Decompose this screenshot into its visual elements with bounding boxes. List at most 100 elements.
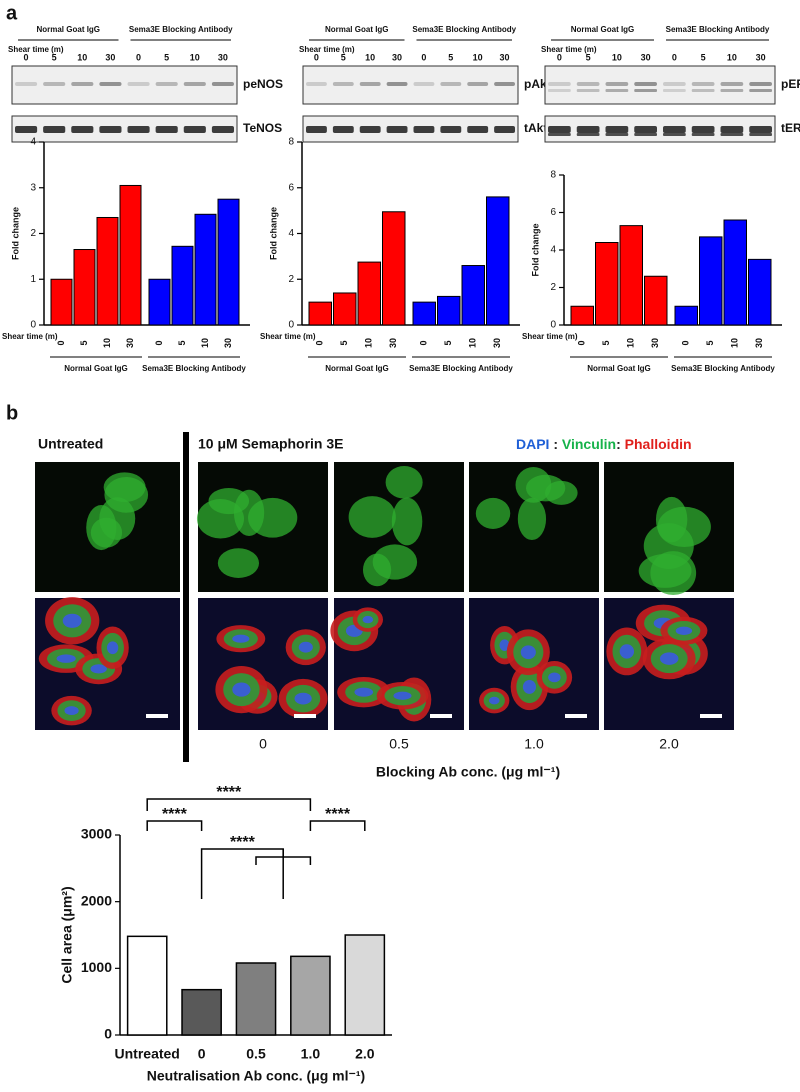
- blot-band: [749, 126, 772, 133]
- blot-band: [359, 126, 381, 133]
- blot-band: [605, 89, 629, 92]
- x-tick-label: 10: [364, 338, 374, 348]
- bar: [217, 198, 240, 326]
- significance-bracket: [309, 820, 366, 831]
- x-tick-label: 0: [681, 340, 691, 345]
- blot-band: [15, 126, 38, 133]
- nucleus: [294, 692, 312, 705]
- y-tick-label: 8: [288, 137, 294, 148]
- bar: [171, 245, 194, 326]
- group-label: Normal Goat IgG: [64, 364, 128, 373]
- blot-band: [663, 126, 686, 133]
- blot: [302, 65, 519, 105]
- group-label: Normal Goat IgG: [36, 25, 100, 34]
- lane-label: 30: [641, 52, 651, 62]
- y-tick-label: 4: [550, 245, 556, 256]
- blot-band: [71, 126, 94, 133]
- blot-band: [155, 126, 178, 133]
- blot-band: [576, 82, 600, 86]
- nucleus: [393, 691, 412, 700]
- blot-band: [720, 126, 744, 133]
- blot-band: [440, 82, 462, 86]
- blot-band: [691, 82, 715, 86]
- bar: [644, 275, 668, 326]
- bar: [181, 988, 222, 1036]
- blot-band: [413, 126, 435, 133]
- blot-band: [43, 82, 66, 86]
- nucleus: [232, 682, 251, 697]
- x-tick-label: 10: [102, 338, 112, 348]
- nucleus: [619, 644, 635, 659]
- lane-label: 5: [448, 52, 453, 62]
- shear-label: Shear time (m): [299, 45, 355, 54]
- y-tick-label: 2000: [81, 892, 112, 908]
- blot-band: [467, 82, 489, 86]
- blot-band: [386, 82, 408, 86]
- blot-band: [43, 126, 66, 133]
- lane-label: 30: [500, 52, 510, 62]
- y-axis-label: Fold change: [10, 207, 20, 260]
- bar: [570, 305, 594, 326]
- lane-label: 5: [341, 52, 346, 62]
- blot-band: [127, 82, 150, 86]
- blot-band: [576, 133, 600, 136]
- bar: [344, 934, 386, 1036]
- significance-bracket: [146, 798, 312, 811]
- significance-bracket: [146, 820, 203, 831]
- nucleus: [675, 626, 693, 636]
- bar: [382, 211, 406, 326]
- significance-label: ****: [216, 784, 242, 801]
- lane-label: 0: [672, 52, 677, 62]
- lane-label: 10: [77, 52, 87, 62]
- x-tick-label: 5: [601, 340, 611, 345]
- blot-band: [663, 133, 686, 136]
- lane-label: 30: [105, 52, 115, 62]
- cell: [517, 497, 547, 541]
- y-tick-label: 4: [30, 137, 36, 148]
- lane-label: 0: [24, 52, 29, 62]
- image-label: Untreated: [38, 436, 103, 452]
- blot-band: [634, 126, 657, 133]
- panel-label: a: [6, 2, 18, 24]
- lane-label: 0: [557, 52, 562, 62]
- blot-band: [576, 89, 600, 92]
- blot-label: pERK1/2: [781, 77, 800, 91]
- x-tick-label: 30: [754, 338, 764, 348]
- divider: [183, 432, 189, 762]
- nucleus: [56, 654, 76, 663]
- lane-label: 0: [421, 52, 426, 62]
- cell: [348, 496, 396, 538]
- nucleus: [362, 615, 374, 624]
- x-tick-label: Untreated: [115, 1046, 180, 1062]
- x-tick-label: 0: [315, 340, 325, 345]
- bar: [194, 213, 217, 326]
- y-tick-label: 0: [30, 320, 36, 331]
- scale-bar: [700, 714, 722, 718]
- y-axis-label: Cell area (μm²): [59, 886, 75, 983]
- bar: [235, 962, 277, 1036]
- y-tick-label: 2: [288, 274, 294, 285]
- y-tick-label: 6: [288, 182, 294, 193]
- x-tick-label: 5: [79, 340, 89, 345]
- blot-band: [605, 126, 629, 133]
- scale-bar: [294, 714, 316, 718]
- blot-band: [634, 133, 657, 136]
- bar: [50, 278, 73, 326]
- blot-band: [211, 126, 234, 133]
- cell: [391, 497, 423, 546]
- stain-legend: DAPI : Vinculin: Phalloidin: [516, 436, 692, 452]
- group-label: Normal Goat IgG: [571, 25, 635, 34]
- lane-label: 30: [218, 52, 228, 62]
- legend-entry: Vinculin: [562, 436, 616, 452]
- blot-label: tERK1/2: [781, 121, 800, 135]
- blot: [11, 65, 238, 105]
- x-axis-label: Shear time (m): [2, 332, 58, 341]
- x-tick-label: 30: [388, 338, 398, 348]
- significance-label: ****: [162, 806, 188, 823]
- x-tick-label: 2.0: [355, 1046, 375, 1062]
- panel-label: b: [6, 402, 18, 424]
- x-tick-label: 30: [650, 338, 660, 348]
- group-label: Sema3E Blocking Antibody: [142, 364, 246, 373]
- scale-bar: [430, 714, 452, 718]
